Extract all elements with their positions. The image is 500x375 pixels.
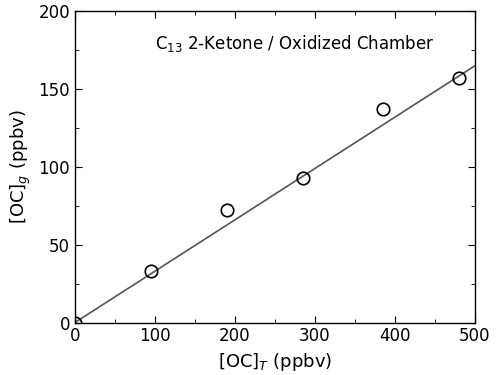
Text: C$_{13}$ 2-Ketone / Oxidized Chamber: C$_{13}$ 2-Ketone / Oxidized Chamber: [156, 33, 434, 54]
Y-axis label: [OC]$_g$ (ppbv): [OC]$_g$ (ppbv): [9, 110, 33, 224]
X-axis label: [OC]$_T$ (ppbv): [OC]$_T$ (ppbv): [218, 351, 332, 373]
